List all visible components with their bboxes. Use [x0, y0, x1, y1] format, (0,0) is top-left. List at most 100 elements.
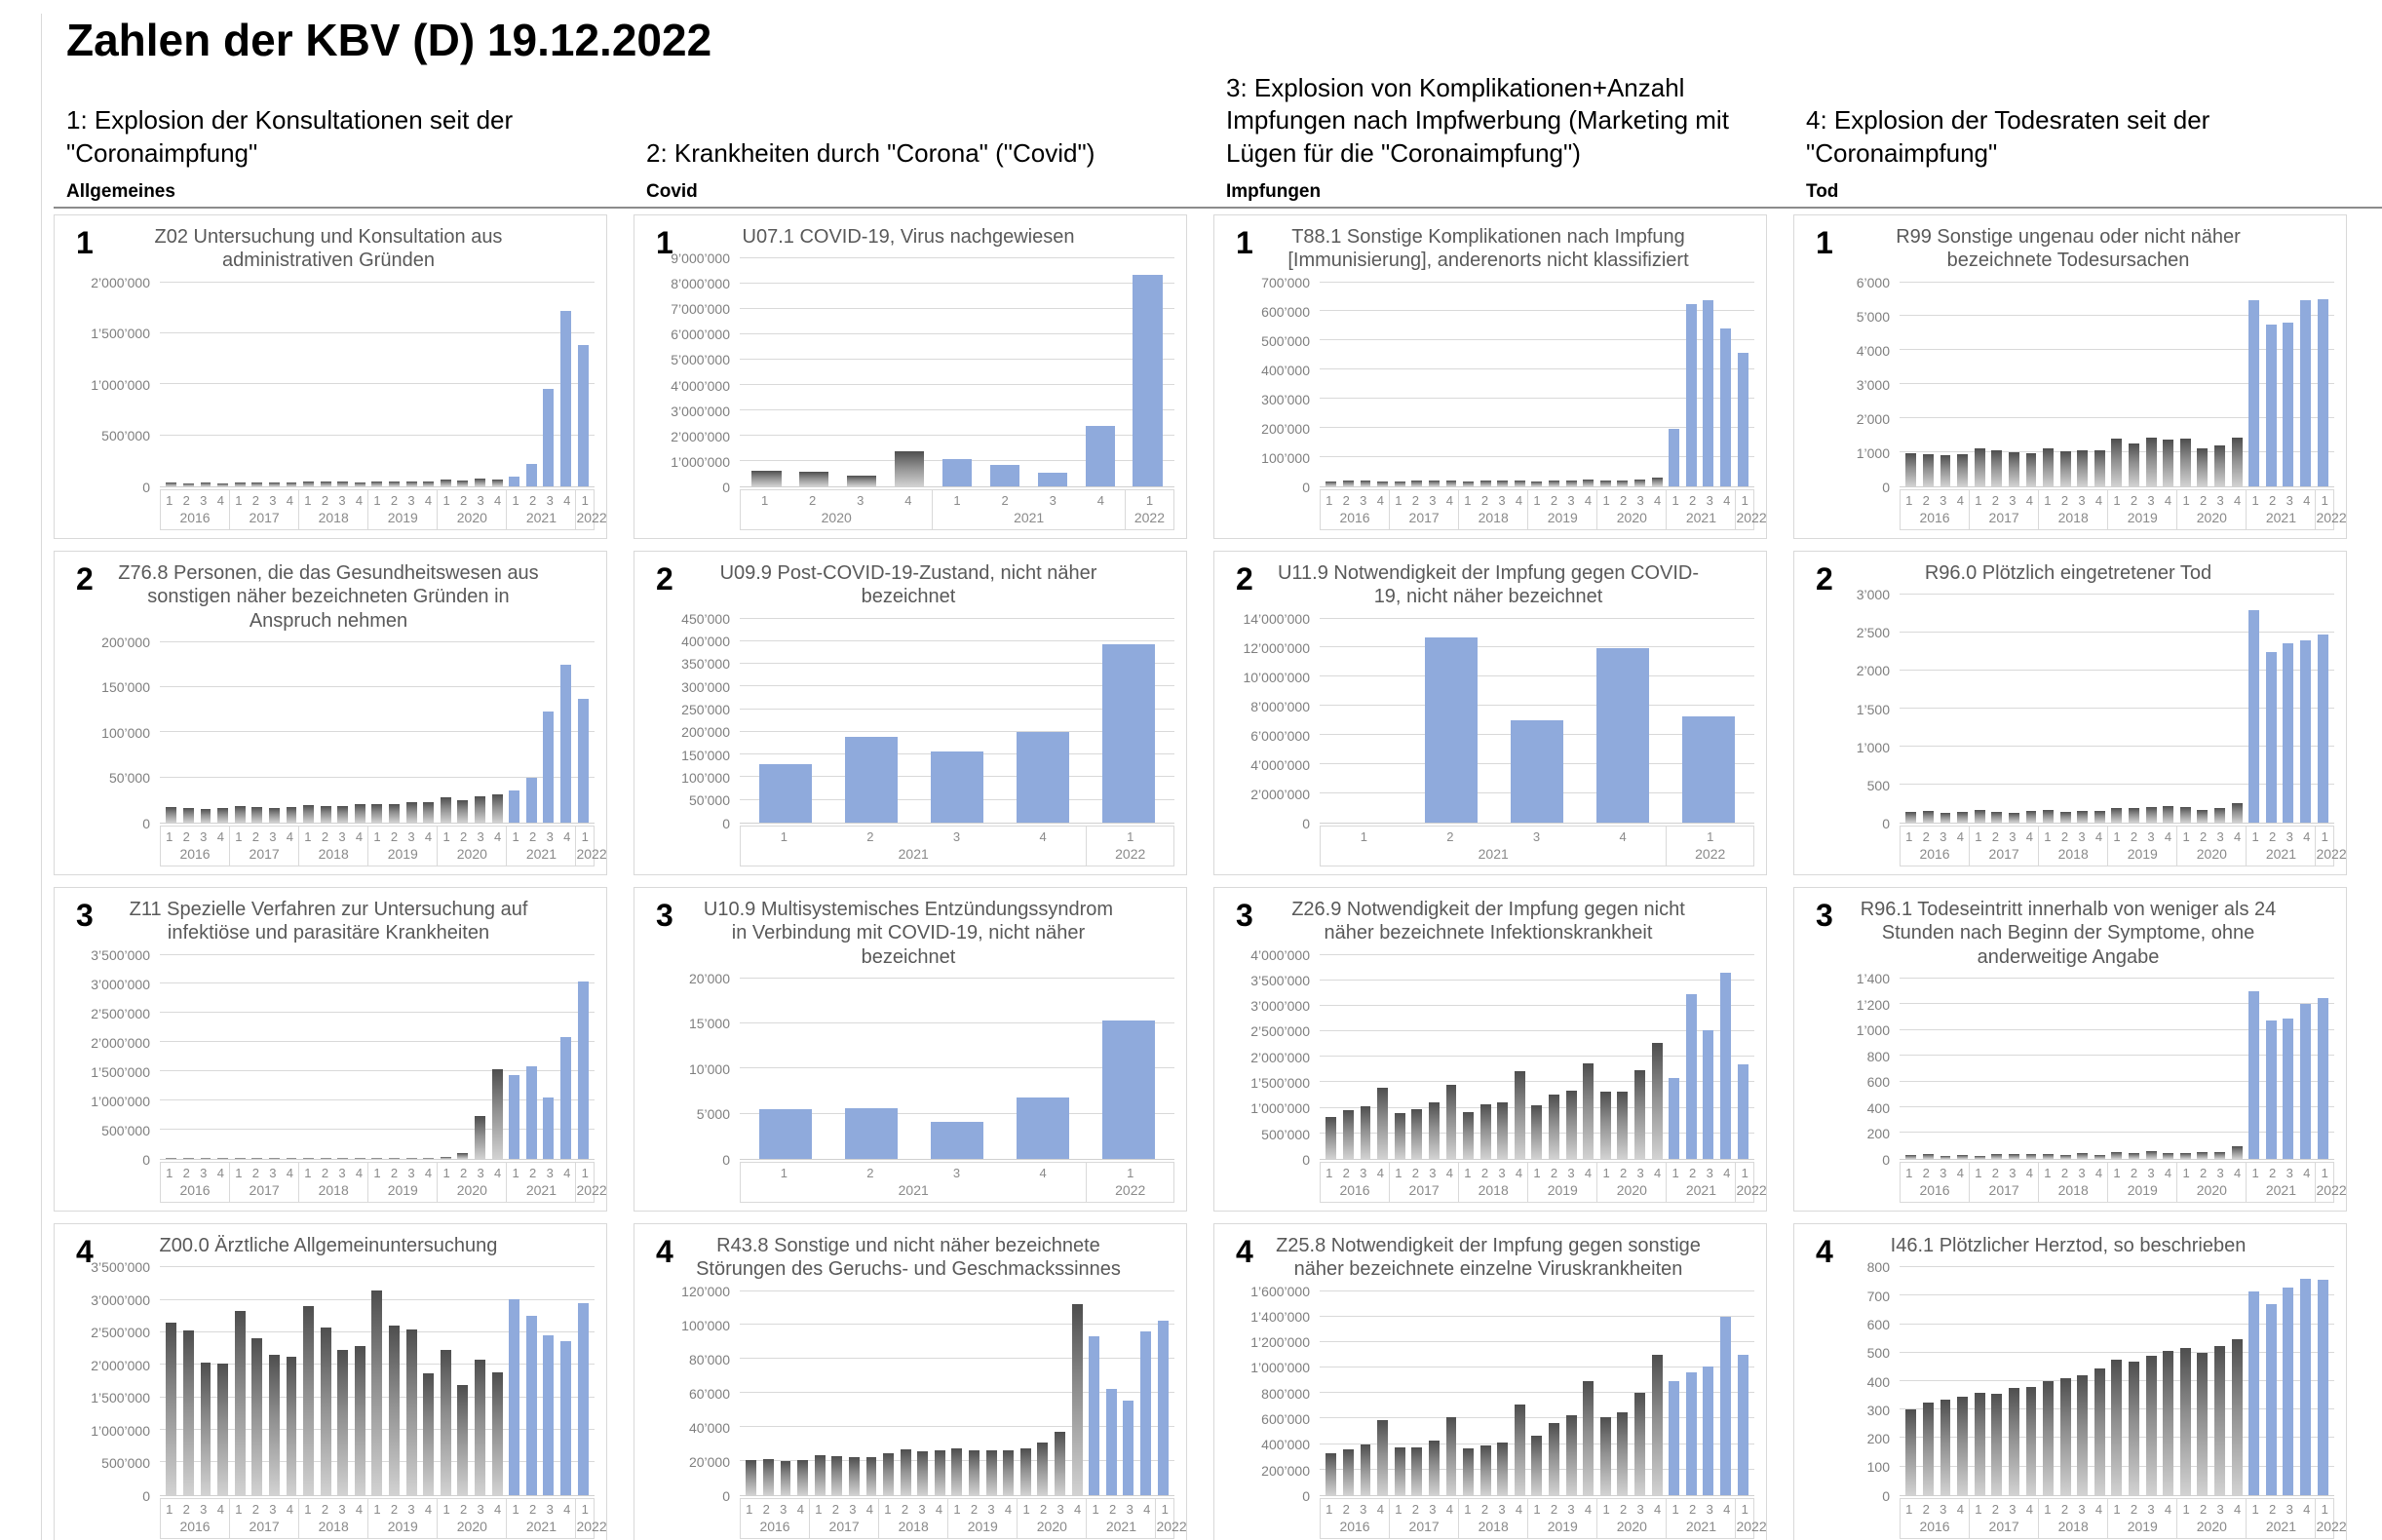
x-axis-year-label: 2021 — [1014, 509, 1045, 525]
x-axis-year-label: 2021 — [2265, 1518, 2296, 1534]
x-axis-quarter-label: 1 — [1905, 1165, 1913, 1180]
bar-slot — [1528, 955, 1546, 1159]
x-axis-quarter-label: 2 — [251, 1501, 259, 1517]
x-axis-quarter-label: 2 — [2269, 828, 2277, 844]
bar — [1922, 810, 1934, 823]
x-axis-year-group: 1 2022 — [1736, 490, 1766, 529]
x-axis-year-label: 2020 — [1036, 1518, 1067, 1534]
bar — [1105, 1388, 1117, 1495]
bar — [2059, 450, 2071, 486]
chart-title: Z76.8 Personen, die das Gesundheitswesen… — [118, 561, 539, 632]
bar-slot — [2177, 1267, 2195, 1495]
x-axis-quarter-label: 4 — [494, 492, 502, 508]
bar — [1037, 1442, 1049, 1495]
x-axis-quarter-label: 2 — [2130, 492, 2138, 508]
plot-area: 800 700 600 500 400 300 200 100 0 — [1802, 1259, 2334, 1504]
bars-group — [740, 258, 1174, 486]
x-axis-quarter-label: 2 — [1411, 1501, 1419, 1517]
y-axis-tick-label: 80’000 — [688, 1351, 730, 1367]
gridline — [1320, 427, 1754, 429]
bar — [234, 1310, 246, 1495]
chart-number: 3 — [1236, 897, 1253, 933]
bar — [2077, 1375, 2089, 1495]
gridline — [160, 953, 595, 955]
y-axis-tick-label: 200’000 — [1261, 1462, 1310, 1479]
gridline — [1900, 977, 2334, 979]
gridline — [1900, 1055, 2334, 1057]
bar-slot — [2126, 979, 2143, 1159]
bars-group — [160, 1267, 595, 1495]
bars-group — [1900, 283, 2334, 486]
bar — [1922, 1154, 1934, 1159]
bar-slot — [2142, 979, 2160, 1159]
bar — [2265, 325, 2277, 486]
x-axis-quarter-label: 4 — [355, 492, 364, 508]
bar — [1445, 1417, 1457, 1495]
bar — [814, 1454, 826, 1495]
bar — [560, 1340, 571, 1495]
bar — [1583, 1063, 1594, 1159]
gridline — [160, 1012, 595, 1014]
bar — [2059, 1154, 2071, 1159]
x-axis-year-group: 1 2 3 4 2021 — [2247, 1498, 2317, 1538]
bar-slot — [794, 1291, 812, 1495]
y-axis-tick-label: 20’000 — [688, 970, 730, 986]
x-axis-quarter-label: 3 — [1429, 1165, 1437, 1180]
x-axis-year-group: 1 2 3 4 2020 — [438, 826, 508, 866]
x-axis-quarter-label: 3 — [477, 492, 484, 508]
bar — [1019, 1447, 1031, 1495]
x-axis-quarter-label: 1 — [746, 1501, 753, 1517]
bar-slot — [1323, 955, 1340, 1159]
x-axis-quarter-label: 3 — [2216, 828, 2224, 844]
bar-slot — [1323, 283, 1340, 486]
bar — [1940, 813, 1951, 823]
column-heading-impfungen: 3: Explosion von Komplikationen+Anzahl I… — [1226, 73, 1729, 168]
x-axis-quarter-label: 1 — [373, 492, 381, 508]
bar-slot — [2160, 1267, 2177, 1495]
x-axis: 1 2 3 4 2016 1 2 3 4 2017 1 2 3 4 2018 1 2 3 4 2019 1 2 3 4 2020… — [160, 1497, 607, 1539]
x-axis-year-group: 1 2 3 4 2017 — [230, 826, 300, 866]
y-axis: 1’600’000 1’400’000 1’200’000 1’000’000 800’… — [1222, 1284, 1320, 1504]
bar-slot — [1734, 955, 1751, 1159]
plot-canvas — [1320, 953, 1754, 1160]
y-axis-tick-label: 50’000 — [108, 770, 150, 787]
bar-slot — [1374, 955, 1392, 1159]
x-axis-year-label: 2017 — [1408, 1181, 1440, 1198]
y-axis-tick-label: 0 — [1302, 479, 1310, 495]
gridline — [1900, 670, 2334, 672]
y-axis-tick-label: 0 — [722, 815, 730, 831]
x-axis-quarter-label: 3 — [269, 1501, 277, 1517]
gridline — [1320, 979, 1754, 981]
gridline — [740, 359, 1174, 361]
x-axis-quarter-label: 4 — [1515, 492, 1523, 508]
x-axis-quarter-label: 3 — [1429, 492, 1437, 508]
bar — [1085, 425, 1115, 486]
x-axis-quarter-label: 3 — [1360, 1165, 1367, 1180]
x-axis-quarter-label: 4 — [1654, 1501, 1662, 1517]
x-axis-quarter-label: 2 — [1619, 1501, 1628, 1517]
x-axis-year-label: 2018 — [2057, 1518, 2089, 1534]
bar — [1325, 481, 1337, 486]
x-axis-quarter-label: 2 — [1039, 1501, 1048, 1517]
x-axis-quarter-label: 1 — [1325, 1501, 1333, 1517]
bars-group — [1320, 283, 1754, 486]
x-axis-quarter-label: 1 — [1671, 1501, 1679, 1517]
x-axis-quarter-label: 2 — [529, 1165, 537, 1180]
x-axis-year-label: 2022 — [1695, 845, 1726, 862]
bar-slot — [2092, 979, 2109, 1159]
bar — [182, 482, 194, 486]
bar — [1703, 300, 1714, 486]
bar — [268, 481, 280, 486]
x-axis-quarter-label: 3 — [338, 828, 346, 844]
bar — [423, 481, 435, 486]
chart-card-i46-1: 4 I46.1 Plötzlicher Herztod, so beschrieb… — [1793, 1222, 2347, 1540]
bar — [1055, 1432, 1065, 1495]
x-axis-quarter-label: 3 — [477, 1165, 484, 1180]
x-axis-quarter-label: 4 — [216, 1165, 224, 1180]
bar-slot — [948, 1291, 966, 1495]
